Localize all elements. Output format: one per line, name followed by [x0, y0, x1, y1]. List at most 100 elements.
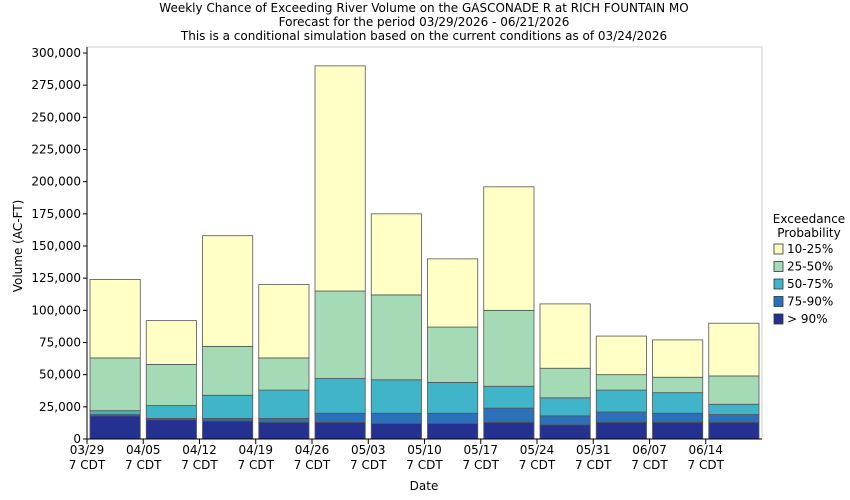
bar-segment	[89, 410, 141, 415]
bar-segment	[652, 376, 704, 394]
legend-swatch	[773, 296, 784, 307]
x-tick-label: 04/19 7 CDT	[237, 443, 274, 472]
bar-segment	[427, 412, 479, 424]
bar-segment	[258, 418, 310, 423]
bar-segment	[483, 309, 535, 387]
bar-segment	[258, 421, 310, 440]
bar-segment	[427, 258, 479, 328]
y-tick-label: 225,000	[31, 143, 81, 157]
bar-segment	[314, 65, 366, 292]
bar-segment	[483, 407, 535, 423]
bar-segment	[258, 284, 310, 359]
bar-segment	[539, 424, 591, 440]
bar-segment	[427, 423, 479, 440]
y-tick-label: 250,000	[31, 110, 81, 124]
bar-segment	[370, 294, 422, 381]
x-axis-label: Date	[410, 479, 439, 493]
bar-segment	[89, 279, 141, 359]
x-tick-label: 05/10 7 CDT	[406, 443, 443, 472]
legend-swatch	[773, 243, 784, 255]
legend-label: 25-50%	[787, 260, 833, 274]
chart-title: Weekly Chance of Exceeding River Volume …	[159, 1, 688, 15]
y-tick-label: 275,000	[31, 78, 81, 92]
bar-segment	[652, 339, 704, 378]
bar-segment	[708, 414, 760, 423]
y-tick-label: 50,000	[39, 368, 81, 382]
bar-segment	[539, 415, 591, 426]
y-axis-label: Volume (AC-FT)	[11, 200, 25, 293]
legend-label: 50-75%	[787, 277, 833, 291]
bar-segment	[427, 326, 479, 383]
bar-segment	[483, 385, 535, 409]
bar-segment	[708, 421, 760, 440]
bar-segment	[202, 235, 254, 347]
legend-label: > 90%	[787, 312, 828, 326]
bar-segment	[652, 421, 704, 440]
bar-segment	[595, 389, 647, 413]
bar-segment	[708, 375, 760, 405]
bar-segment	[258, 357, 310, 391]
legend-title: Exceedance Probability	[772, 212, 846, 240]
bar-segment	[145, 320, 197, 365]
bar-segment	[595, 374, 647, 391]
bar-segment	[89, 357, 141, 412]
y-tick-label: 25,000	[39, 400, 81, 414]
bar-segment	[314, 412, 366, 423]
bar-segment	[370, 379, 422, 414]
legend-swatch	[773, 261, 784, 272]
x-tick-label: 05/31 7 CDT	[575, 443, 612, 472]
bar-segment	[483, 421, 535, 440]
bar-segment	[202, 345, 254, 396]
bar-segment	[708, 322, 760, 377]
bar-segment	[145, 363, 197, 406]
bar-segment	[202, 420, 254, 440]
bar-segment	[314, 421, 366, 440]
y-tick-label: 125,000	[31, 271, 81, 285]
x-tick-label: 03/29 7 CDT	[68, 443, 106, 472]
bar-segment	[258, 389, 310, 419]
bar-segment	[370, 213, 422, 296]
x-tick-label: 04/12 7 CDT	[181, 443, 218, 472]
x-tick-label: 06/07 7 CDT	[631, 443, 668, 472]
bar-segment	[708, 403, 760, 415]
x-tick-label: 05/17 7 CDT	[462, 443, 499, 472]
x-tick-label: 06/14 7 CDT	[687, 443, 724, 472]
y-tick-label: 175,000	[31, 207, 81, 221]
x-tick-label: 04/05 7 CDT	[125, 443, 162, 472]
bar-segment	[539, 397, 591, 417]
y-tick-label: 75,000	[39, 336, 81, 350]
bar-segment	[145, 405, 197, 419]
x-tick-label: 05/03 7 CDT	[350, 443, 387, 472]
bar-segment	[652, 392, 704, 414]
legend-swatch	[773, 313, 784, 325]
x-tick-label: 05/24 7 CDT	[518, 443, 556, 472]
chart-subtitle: Forecast for the period 03/29/2026 - 06/…	[279, 15, 570, 29]
bar-segment	[539, 367, 591, 399]
y-tick-label: 0	[73, 432, 81, 446]
chart-note: This is a conditional simulation based o…	[180, 29, 667, 43]
y-tick-label: 200,000	[31, 175, 81, 189]
bar-segment	[314, 290, 366, 379]
bar-segment	[314, 378, 366, 414]
bar-segment	[427, 381, 479, 414]
bar-segment	[145, 419, 197, 440]
bar-segment	[652, 412, 704, 423]
bar-segment	[539, 303, 591, 369]
bar-segment	[370, 412, 422, 424]
bar-segment	[595, 411, 647, 423]
legend-label: 75-90%	[787, 295, 833, 309]
legend-swatch	[773, 278, 784, 290]
y-tick-label: 300,000	[31, 46, 81, 60]
bar-segment	[595, 421, 647, 440]
bar-segment	[202, 394, 254, 419]
x-tick-label: 04/26 7 CDT	[293, 443, 331, 472]
bar-segment	[483, 186, 535, 311]
bar-segment	[595, 335, 647, 376]
bar-segment	[89, 415, 141, 440]
legend-label: 10-25%	[787, 242, 833, 256]
y-tick-label: 150,000	[31, 239, 81, 253]
y-tick-label: 100,000	[31, 303, 81, 317]
bar-segment	[370, 423, 422, 440]
